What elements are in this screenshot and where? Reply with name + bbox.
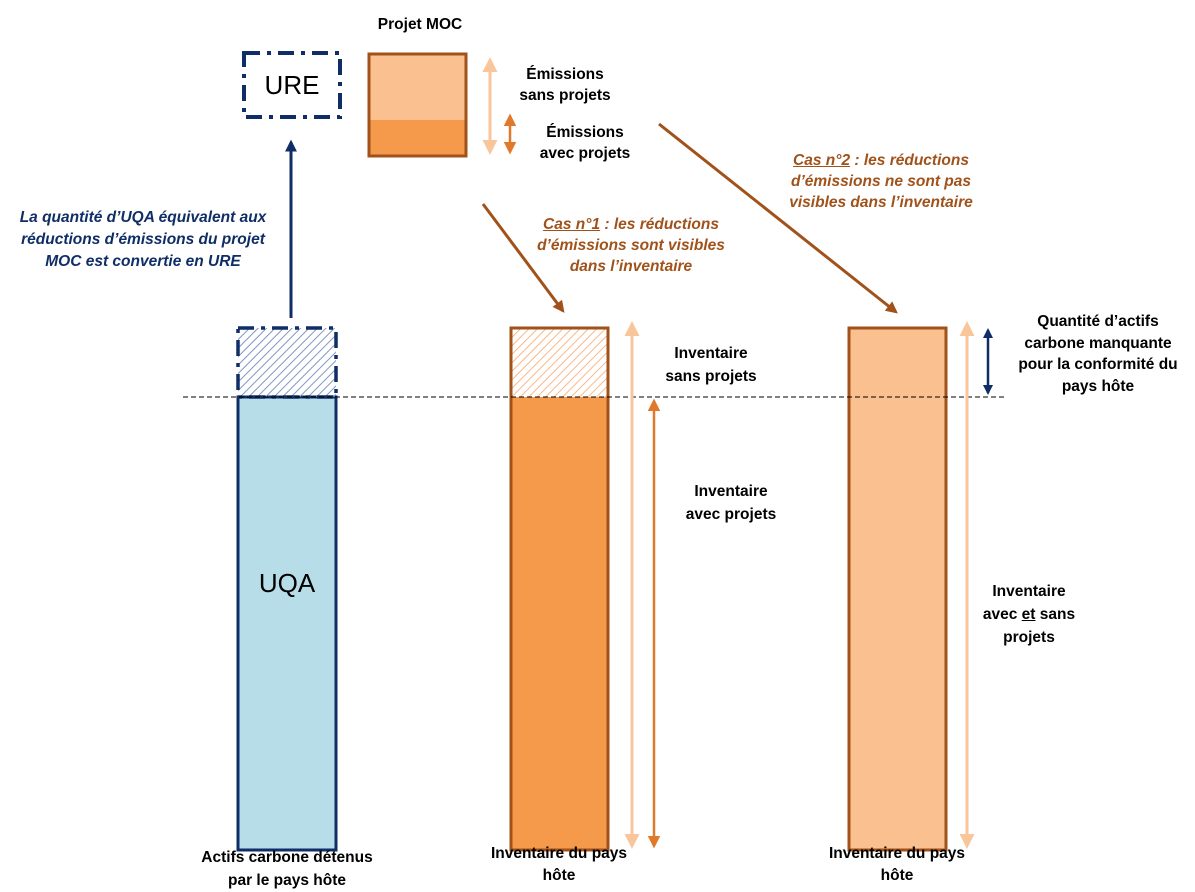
project-moc-box xyxy=(367,52,468,158)
bar3-caption: Inventaire du pays hôte xyxy=(828,845,966,884)
case2-arrow xyxy=(658,122,898,314)
case1-label: Cas n°1 : les réductions d’émissions son… xyxy=(537,216,725,275)
project-moc-title: Projet MOC xyxy=(377,16,463,33)
case1-arrow xyxy=(481,203,565,313)
bar2-caption: Inventaire du pays hôte xyxy=(490,845,628,884)
case2-label: Cas n°2 : les réductions d’émissions ne … xyxy=(789,152,973,211)
emissions-with-label: Émissions avec projets xyxy=(539,124,631,162)
emissions-without-label: Émissions sans projets xyxy=(519,66,611,104)
ure-label: URE xyxy=(264,70,320,100)
uqa-label: UQA xyxy=(258,568,316,598)
inventory-both-label: Inventaire avec et sans projets xyxy=(982,583,1076,646)
bar-inventory-case1 xyxy=(509,326,610,852)
inventory-with-label: Inventaire avec projets xyxy=(685,483,777,523)
bar1-caption: Actifs carbone détenus par le pays hôte xyxy=(201,849,373,889)
bar-inventory-case2 xyxy=(847,326,948,852)
missing-assets-label: Quantité d’actifs carbone manquante pour… xyxy=(1018,313,1178,395)
conversion-note: La quantité d’UQA équivalent aux réducti… xyxy=(19,209,267,270)
inventory-without-label: Inventaire sans projets xyxy=(665,345,757,385)
ure-box xyxy=(242,51,342,119)
